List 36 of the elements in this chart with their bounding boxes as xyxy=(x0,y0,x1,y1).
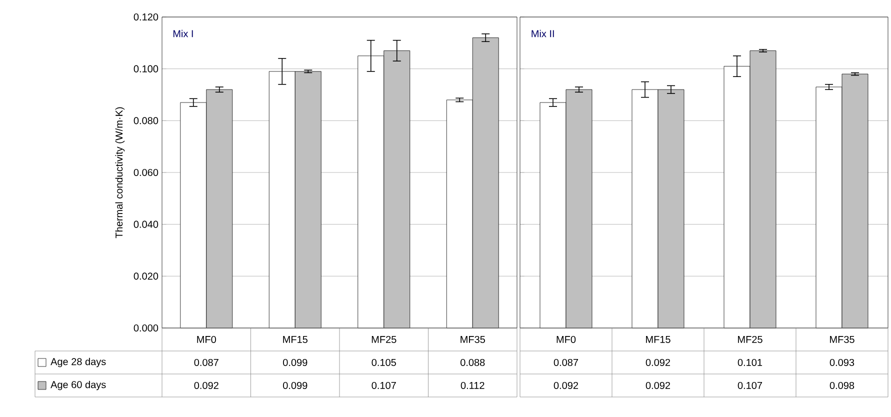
y-tick-label: 0.100 xyxy=(134,65,158,72)
data-label: 0.099 xyxy=(283,382,308,390)
data-label: 0.107 xyxy=(372,382,396,390)
data-label: 0.098 xyxy=(830,382,854,390)
data-label: 0.099 xyxy=(283,358,308,366)
x-tick-label: MF15 xyxy=(283,336,308,343)
data-label: 0.101 xyxy=(738,358,762,366)
y-tick-label: 0.040 xyxy=(134,220,158,228)
data-label: 0.092 xyxy=(194,382,218,390)
x-tick-label: MF25 xyxy=(372,336,396,344)
y-tick-label: 0.020 xyxy=(134,272,158,280)
data-label: 0.088 xyxy=(460,358,485,366)
data-label: 0.087 xyxy=(194,358,218,366)
x-tick-label: MF35 xyxy=(830,336,854,344)
x-tick-label: MF0 xyxy=(197,336,216,344)
y-tick-label: 0.120 xyxy=(134,13,158,21)
data-label: 0.092 xyxy=(646,358,670,366)
y-axis-title: Thermal conductivity (W/m·K) xyxy=(115,107,125,238)
x-tick-label: MF25 xyxy=(738,336,762,344)
data-label: 0.093 xyxy=(830,358,854,366)
y-tick-label: 0.060 xyxy=(134,168,158,176)
x-tick-label: MF35 xyxy=(460,336,485,344)
text: Mix I xyxy=(173,30,193,38)
text: Mix II xyxy=(532,30,554,38)
y-tick-label: 0.080 xyxy=(134,117,158,124)
x-tick-label: MF0 xyxy=(556,336,576,344)
data-label: 0.107 xyxy=(738,382,762,390)
data-label: 0.092 xyxy=(646,382,670,390)
x-tick-label: MF15 xyxy=(646,336,670,343)
data-label: 0.092 xyxy=(554,382,578,390)
data-label: 0.087 xyxy=(554,358,578,366)
data-label: 0.112 xyxy=(460,382,484,390)
data-label: 0.105 xyxy=(372,358,396,366)
legend-label: Age 28 days xyxy=(50,358,106,368)
y-tick-label: 0.000 xyxy=(134,324,158,332)
legend-label: Age 60 days xyxy=(50,380,106,390)
